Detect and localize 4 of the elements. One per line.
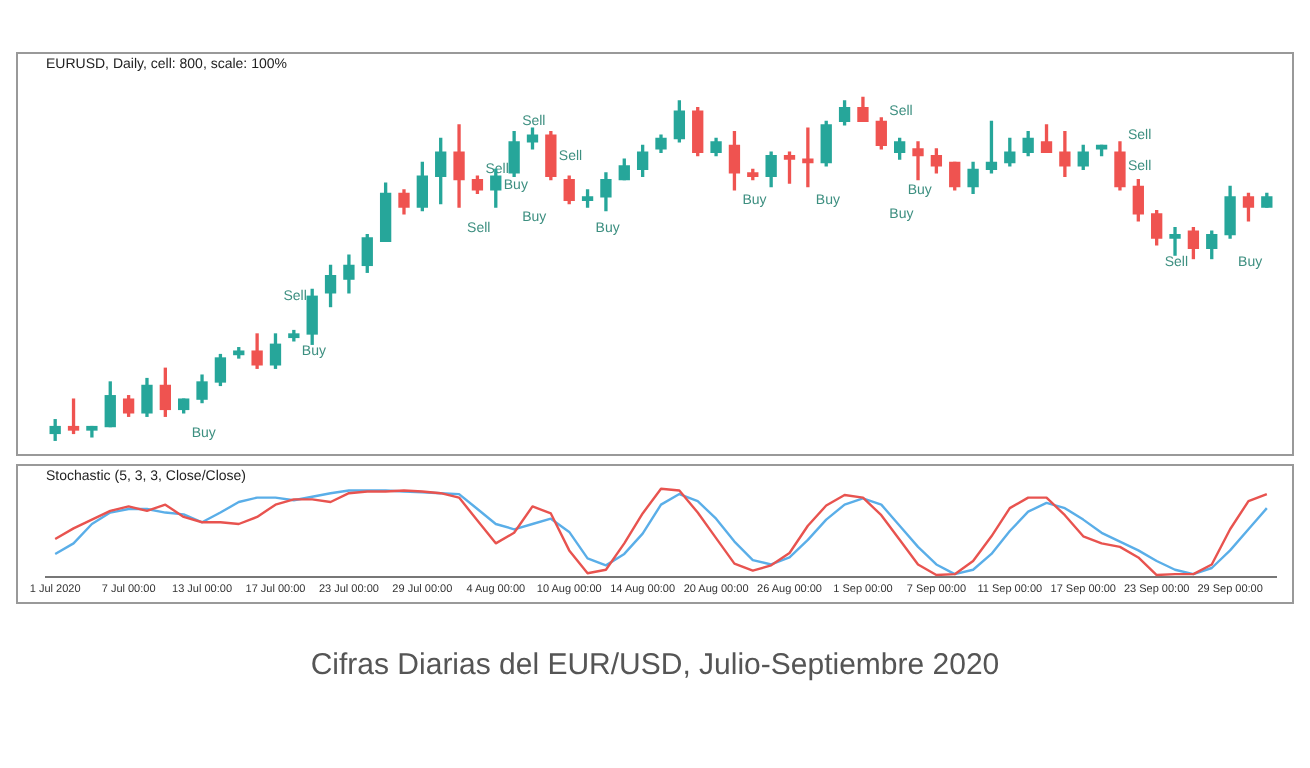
candlestick [802,127,814,188]
text: Cifras Diarias del EUR/USD, Julio-Septiembre 2020 [308,648,1002,682]
candlestick [912,141,924,181]
candlestick [1169,227,1181,256]
